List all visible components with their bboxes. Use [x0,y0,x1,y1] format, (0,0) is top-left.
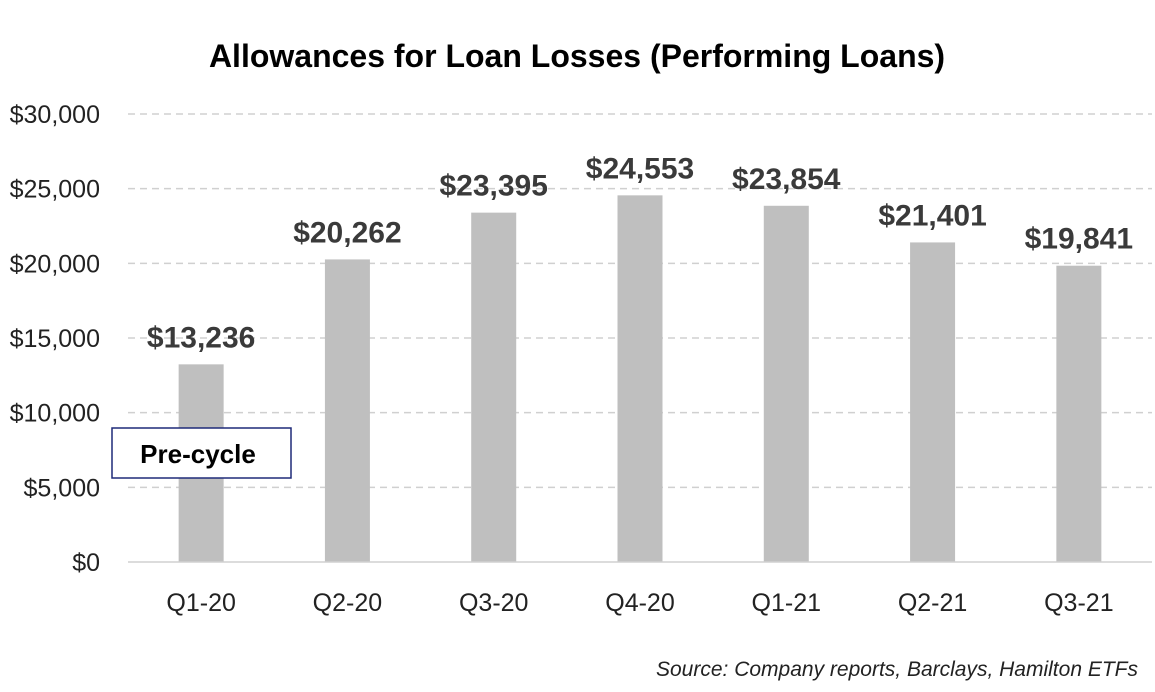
x-tick-label: Q1-21 [752,589,821,617]
data-label: $20,262 [293,216,401,249]
data-label: $13,236 [147,321,255,354]
annotation-box [111,427,292,479]
x-tick-label: Q3-21 [1044,589,1113,617]
bar [471,212,517,562]
source-note: Source: Company reports, Barclays, Hamil… [656,658,1138,681]
data-label: $23,395 [439,170,547,203]
bar [1056,265,1102,562]
x-tick-label: Q2-20 [313,589,382,617]
pre-cycle-annotation: Pre-cycle [111,427,292,479]
x-axis-tick-labels: Q1-20 Q2-20 Q3-20 Q4-20 Q1-21 Q2-21 Q3-21 [166,589,1113,617]
annotation-text: Pre-cycle [140,439,256,469]
data-label: $24,553 [586,152,694,185]
y-axis-tick-labels: $0 $5,000 $10,000 $15,000 $20,000 $25,000 $30,… [10,101,100,577]
y-tick-label: $25,000 [10,176,100,204]
x-tick-label: Q2-21 [898,589,967,617]
y-tick-label: $10,000 [10,400,100,428]
bars [178,195,1102,563]
bar [617,195,663,563]
data-labels: $13,236 $20,262 $23,395 $24,553 $23,854 $21,4… [147,152,1133,354]
data-label: $19,841 [1025,223,1133,256]
bar [324,259,370,562]
data-label: $21,401 [878,199,986,232]
x-tick-label: Q3-20 [459,589,528,617]
y-tick-label: $20,000 [10,250,100,278]
bar [910,242,956,562]
y-tick-label: $30,000 [10,101,100,129]
bar [763,205,809,562]
y-tick-label: $0 [72,549,100,577]
chart-title: Allowances for Loan Losses (Performing L… [209,38,945,74]
data-label: $23,854 [732,163,841,196]
gridlines [128,113,1152,489]
x-tick-label: Q1-20 [166,589,235,617]
x-tick-label: Q4-20 [605,589,674,617]
y-tick-label: $15,000 [10,325,100,353]
y-tick-label: $5,000 [24,474,100,502]
